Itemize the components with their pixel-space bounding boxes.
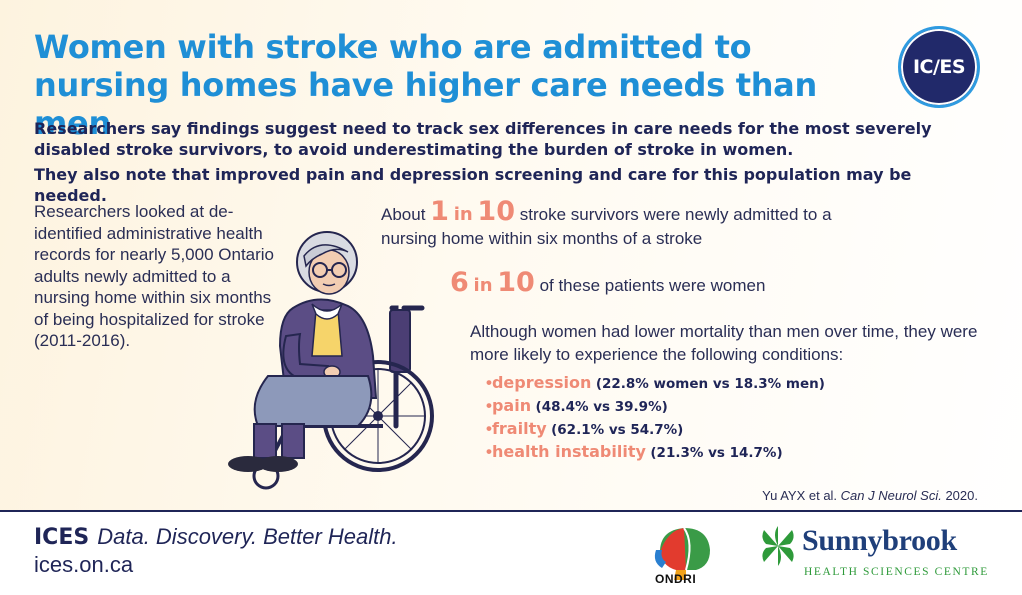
sunnybrook-name: Sunnybrook [802,524,957,557]
condition-frailty: •frailty (62.1% vs 54.7%) [486,418,966,441]
citation-authors: Yu AYX et al. [762,488,838,503]
citation: Yu AYX et al. Can J Neurol Sci. 2020. [720,488,978,503]
citation-journal: Can J Neurol Sci. [840,488,942,503]
bullet-icon: • [486,419,492,438]
footer: ICES Data. Discovery. Better Health. ices… [0,510,1022,595]
sunnybrook-leaf-logo-icon [762,526,794,566]
conditions-intro: Although women had lower mortality than … [470,322,978,364]
condition-depression: •depression (22.8% women vs 18.3% men) [486,372,966,395]
bullet-icon: • [486,442,492,461]
subtitle-findings: Researchers say findings suggest need to… [34,119,932,159]
condition-name: pain [491,396,532,415]
bullet-icon: • [486,396,492,415]
condition-pain: •pain (48.4% vs 39.9%) [486,395,966,418]
stat2-in: in [473,275,493,296]
stat-six-in-ten: 6 in 10 of these patients were women [450,268,850,301]
footer-org-line: ICES Data. Discovery. Better Health. [34,524,398,550]
ices-logo: IC/ES [898,26,980,108]
condition-value: (21.3% vs 14.7%) [650,445,783,461]
ondri-brain-logo-icon [654,527,710,580]
methodology-text: Researchers looked at de-identified admi… [34,202,275,350]
condition-value: (22.8% women vs 18.3% men) [595,376,825,392]
conditions-list: •depression (22.8% women vs 18.3% men) •… [486,372,966,464]
condition-name: frailty [491,419,547,438]
stat1-text: stroke survivors were newly admitted to … [381,205,832,248]
page-title: Women with stroke who are admitted to nu… [34,28,817,142]
condition-health-instability: •health instability (21.3% vs 14.7%) [486,441,966,464]
footer-org-name: ICES [34,525,90,550]
stat2-text: of these patients were women [539,276,766,295]
stat-one-in-ten: About 1 in 10 stroke survivors were newl… [381,198,841,251]
subtitle-screening: They also note that improved pain and de… [34,165,912,205]
ices-logo-text: IC/ES [912,56,966,78]
stat1-prefix: About [381,205,426,224]
stat1-number-10: 10 [477,196,515,227]
condition-name: health instability [491,442,646,461]
condition-value: (62.1% vs 54.7%) [551,422,684,438]
woman-in-wheelchair-illustration [228,231,434,490]
stat2-number-6: 6 [450,267,469,298]
sunnybrook-subtitle: HEALTH SCIENCES CENTRE [804,566,989,578]
stat1-in: in [453,204,473,225]
bullet-icon: • [486,373,492,392]
ondri-label: ONDRI [655,572,697,586]
citation-year: 2020. [945,488,978,503]
footer-url[interactable]: ices.on.ca [34,552,134,577]
condition-name: depression [491,373,592,392]
condition-value: (48.4% vs 39.9%) [535,399,668,415]
stat1-number-1: 1 [430,196,449,227]
stat2-number-10: 10 [497,267,535,298]
footer-tagline: Data. Discovery. Better Health. [97,524,398,549]
